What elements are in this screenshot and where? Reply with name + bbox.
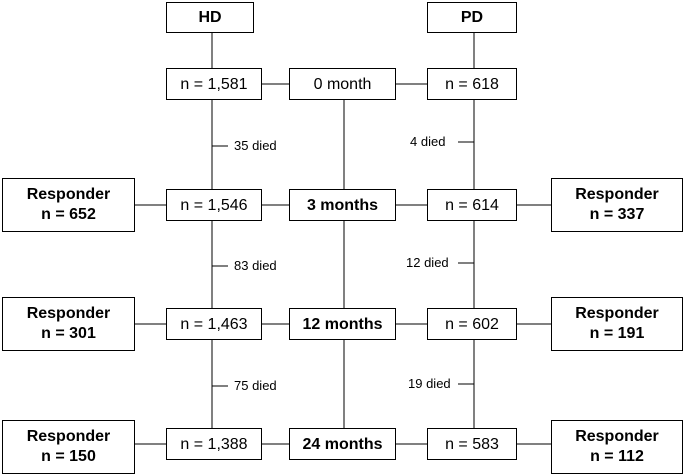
pd-responder-3-months: Responder n = 337 xyxy=(551,178,683,232)
hd-group-box: HD xyxy=(166,2,254,33)
responder-label: Responder xyxy=(26,305,111,322)
pd-died-3-12: 12 died xyxy=(404,255,451,270)
hd-responder-24-months: Responder n = 150 xyxy=(2,420,135,474)
timepoint-12-months: 12 months xyxy=(289,308,396,340)
pd-died-12-24: 19 died xyxy=(406,376,453,391)
responder-label: Responder xyxy=(26,186,111,203)
hd-count-12-months: n = 1,463 xyxy=(166,308,262,340)
responder-count: n = 191 xyxy=(589,325,645,342)
timepoint-0-month: 0 month xyxy=(289,68,396,100)
hd-died-3-12: 83 died xyxy=(232,258,279,273)
pd-count-3-months: n = 614 xyxy=(427,189,517,221)
responder-count: n = 150 xyxy=(41,448,96,465)
hd-count-3-months: n = 1,546 xyxy=(166,189,262,221)
responder-label: Responder xyxy=(575,305,659,322)
timepoint-24-months: 24 months xyxy=(289,428,396,460)
hd-count-0-month: n = 1,581 xyxy=(166,68,262,100)
hd-responder-12-months: Responder n = 301 xyxy=(2,297,135,351)
hd-died-12-24: 75 died xyxy=(232,378,279,393)
pd-group-box: PD xyxy=(427,2,517,33)
pd-died-0-3: 4 died xyxy=(408,134,448,149)
hd-died-0-3: 35 died xyxy=(232,138,279,153)
timepoint-3-months: 3 months xyxy=(289,189,396,221)
responder-count: n = 337 xyxy=(589,206,645,223)
responder-count: n = 112 xyxy=(590,448,644,465)
responder-count: n = 652 xyxy=(41,206,96,223)
responder-label: Responder xyxy=(575,428,659,445)
hd-count-24-months: n = 1,388 xyxy=(166,428,262,460)
pd-count-12-months: n = 602 xyxy=(427,308,517,340)
pd-responder-12-months: Responder n = 191 xyxy=(551,297,683,351)
pd-count-0-month: n = 618 xyxy=(427,68,517,100)
pd-count-24-months: n = 583 xyxy=(427,428,517,460)
hd-responder-3-months: Responder n = 652 xyxy=(2,178,135,232)
responder-label: Responder xyxy=(26,428,111,445)
pd-responder-24-months: Responder n = 112 xyxy=(551,420,683,474)
responder-label: Responder xyxy=(575,186,659,203)
responder-count: n = 301 xyxy=(41,325,96,342)
